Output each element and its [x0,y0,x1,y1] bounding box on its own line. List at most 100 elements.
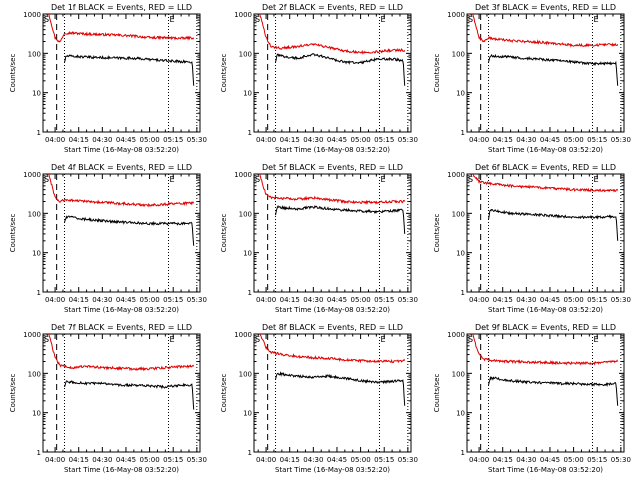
lld-series-line [48,173,195,208]
x-tick-label: 05:00 [350,136,370,144]
panel-title: Det 9f BLACK = Events, RED = LLD [475,323,616,332]
plot-frame [253,173,412,293]
detector-panel: Det 7f BLACK = Events, RED = LLD 1 10 100 10… [9,323,207,474]
detector-panel: Det 4f BLACK = Events, RED = LLD 1 10 100 10… [9,163,207,314]
start-marker-label: S [44,15,49,24]
start-marker-label: S [468,335,473,344]
y-tick-label: 1 [248,449,252,457]
panel-title: Det 8f BLACK = Events, RED = LLD [262,323,403,332]
y-tick-label: 1000 [234,171,252,179]
start-marker-label: S [255,15,260,24]
y-tick-label: 10 [243,250,252,258]
y-tick-label: 1000 [447,331,465,339]
x-tick-label: 04:30 [516,456,536,464]
x-tick-label: 05:30 [611,296,631,304]
panel-title: Det 6f BLACK = Events, RED = LLD [475,163,616,172]
x-tick-label: 04:30 [516,136,536,144]
y-tick-label: 10 [456,90,465,98]
x-axis-label: Start Time (16-May-08 03:52:20) [64,146,179,154]
y-tick-label: 100 [28,50,41,58]
x-tick-label: 05:15 [587,456,607,464]
plot-frame [466,13,625,133]
events-series-line [488,53,619,86]
x-tick-label: 04:00 [469,136,489,144]
y-tick-label: 100 [239,210,252,218]
events-series-line [275,371,406,406]
x-axis-label: Start Time (16-May-08 03:52:20) [488,466,603,474]
plot-frame [42,13,201,133]
x-axis-label: Start Time (16-May-08 03:52:20) [488,306,603,314]
y-tick-label: 100 [239,370,252,378]
x-tick-label: 04:45 [116,296,136,304]
end-marker-label: E [593,335,598,344]
panel-title: Det 1f BLACK = Events, RED = LLD [51,3,192,12]
y-tick-label: 10 [32,90,41,98]
start-marker-label: S [44,175,49,184]
x-tick-label: 05:15 [587,136,607,144]
y-tick-label: 1000 [234,331,252,339]
x-tick-label: 05:00 [139,296,159,304]
x-axis-label: Start Time (16-May-08 03:52:20) [488,146,603,154]
detector-panel: Det 3f BLACK = Events, RED = LLD 1 10 100 10… [433,3,631,154]
x-tick-label: 05:15 [163,296,183,304]
x-tick-label: 05:15 [374,456,394,464]
x-tick-label: 04:30 [303,296,323,304]
y-axis-label: Counts/sec [220,374,228,413]
lld-series-line [259,13,406,55]
y-tick-label: 1000 [447,11,465,19]
x-tick-label: 04:30 [516,296,536,304]
x-tick-label: 05:00 [563,456,583,464]
x-tick-label: 04:15 [69,296,89,304]
events-series-line [488,375,619,406]
y-tick-label: 100 [28,210,41,218]
x-tick-label: 04:00 [45,456,65,464]
x-tick-label: 05:00 [563,136,583,144]
x-tick-label: 04:15 [493,456,513,464]
end-marker-label: E [380,15,385,24]
y-axis-label: Counts/sec [9,54,17,93]
y-axis-label: Counts/sec [220,54,228,93]
y-tick-label: 10 [243,90,252,98]
x-axis-label: Start Time (16-May-08 03:52:20) [275,466,390,474]
events-series-line [488,208,619,241]
y-axis-label: Counts/sec [433,54,441,93]
plot-frame [42,333,201,453]
detector-panel: Det 1f BLACK = Events, RED = LLD 1 10 100 10… [9,3,207,154]
x-tick-label: 05:15 [374,136,394,144]
x-tick-label: 05:30 [611,136,631,144]
x-tick-label: 04:30 [92,296,112,304]
x-tick-label: 05:30 [398,456,418,464]
y-tick-label: 1000 [234,11,252,19]
lld-series-line [472,333,619,366]
x-tick-label: 04:15 [69,136,89,144]
x-tick-label: 04:30 [92,456,112,464]
lld-series-line [48,333,195,372]
x-tick-label: 05:00 [350,296,370,304]
end-marker-label: E [380,175,385,184]
x-tick-label: 04:45 [540,136,560,144]
x-tick-label: 05:30 [187,296,207,304]
x-tick-label: 04:00 [256,136,276,144]
x-tick-label: 04:45 [327,136,347,144]
x-tick-label: 04:45 [327,456,347,464]
x-axis-label: Start Time (16-May-08 03:52:20) [275,146,390,154]
x-tick-label: 04:45 [540,456,560,464]
y-axis-label: Counts/sec [9,374,17,413]
x-tick-label: 04:45 [540,296,560,304]
y-tick-label: 1 [248,289,252,297]
y-tick-label: 10 [456,250,465,258]
lld-series-line [472,173,619,193]
panel-title: Det 7f BLACK = Events, RED = LLD [51,323,192,332]
y-tick-label: 1000 [23,331,41,339]
panel-title: Det 5f BLACK = Events, RED = LLD [262,163,403,172]
detector-panel: Det 2f BLACK = Events, RED = LLD 1 10 100 10… [220,3,418,154]
end-marker-label: E [169,175,174,184]
x-tick-label: 04:15 [280,136,300,144]
end-marker-label: E [380,335,385,344]
y-tick-label: 1 [461,129,465,137]
x-tick-label: 04:00 [45,296,65,304]
y-tick-label: 1 [461,289,465,297]
lld-series-line [48,13,195,43]
x-tick-label: 05:30 [187,136,207,144]
x-tick-label: 05:30 [398,136,418,144]
